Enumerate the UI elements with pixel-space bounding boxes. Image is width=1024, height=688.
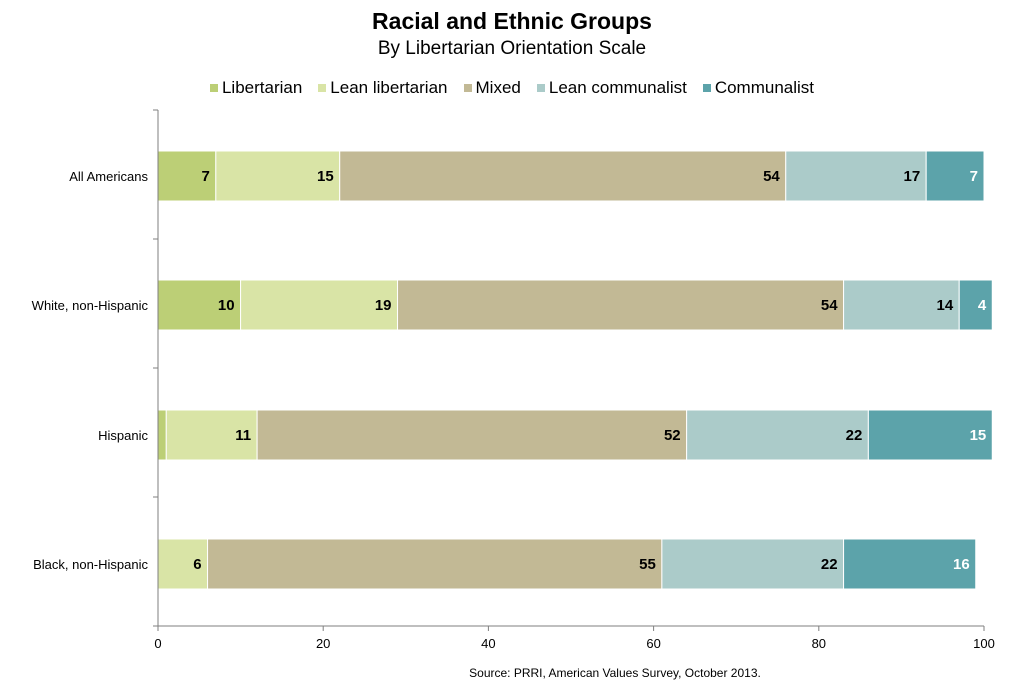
bar-segment [843,538,977,590]
bar-segment [867,409,993,461]
bar-segment [240,279,399,331]
data-label: 11 [235,427,251,444]
data-label: 54 [763,168,780,185]
bar-segment [157,409,167,461]
category-label: White, non-Hispanic [32,298,149,313]
category-label: All Americans [69,169,148,184]
legend-item: Mixed [463,78,521,98]
bar-segment [925,150,985,202]
legend-label: Mixed [475,78,521,97]
legend-swatch [318,84,327,92]
bar-segment [215,150,341,202]
x-tick-label: 0 [154,636,161,651]
source-note: Source: PRRI, American Values Survey, Oc… [469,666,761,680]
data-label: 55 [639,556,656,573]
x-tick-label: 80 [812,636,826,651]
bar-segment [843,279,960,331]
bar-segment [686,409,869,461]
bar-segment [157,538,209,590]
category-label: Hispanic [98,428,148,443]
bar-segment [397,279,845,331]
legend-item: Lean libertarian [318,78,448,98]
data-label: 19 [375,297,392,314]
bar-segment [339,150,787,202]
legend-swatch [209,84,218,92]
legend-label: Communalist [714,78,815,97]
data-label: 15 [970,427,987,444]
data-label: 10 [218,297,235,314]
legend-swatch [463,84,472,92]
bar-segment [207,538,663,590]
bar-segment [958,279,993,331]
x-tick-label: 100 [973,636,995,651]
legend-label: Libertarian [221,78,303,97]
data-label: 22 [821,556,838,573]
x-tick-label: 60 [646,636,660,651]
category-label: Black, non-Hispanic [33,557,148,572]
legend-swatch [536,84,545,92]
bar-segment [256,409,688,461]
bar-segment [661,538,845,590]
legend-swatch [702,84,711,92]
x-tick-label: 40 [481,636,495,651]
data-label: 15 [317,168,334,185]
data-label: 4 [978,297,987,314]
legend-label: Lean libertarian [330,78,448,97]
bar-segment [785,150,927,202]
data-label: 7 [970,168,978,185]
bar-segment [157,279,242,331]
chart-subtitle: By Libertarian Orientation Scale [377,38,647,59]
legend-item: Lean communalist [536,78,687,98]
legend-item: Libertarian [209,78,303,98]
data-label: 17 [903,168,920,185]
data-label: 14 [937,297,954,314]
data-label: 7 [201,168,209,185]
legend-item: Communalist [702,78,815,98]
data-label: 52 [664,427,681,444]
data-label: 22 [846,427,863,444]
chart-title: Racial and Ethnic Groups [372,8,652,34]
bar-segment [165,409,258,461]
data-label: 6 [193,556,201,573]
x-tick-label: 20 [316,636,330,651]
data-label: 54 [821,297,838,314]
data-label: 16 [953,556,970,573]
legend-label: Lean communalist [548,78,687,97]
legend: Libertarian Lean libertarian Mixed Lean com… [0,78,1024,98]
